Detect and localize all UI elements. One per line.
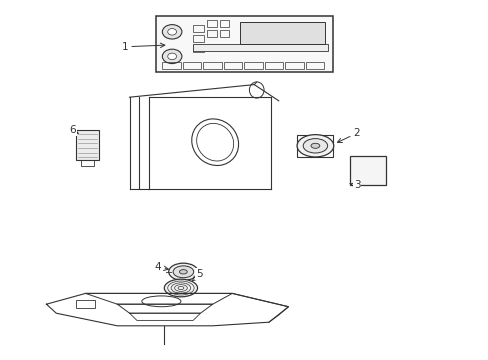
- Bar: [206, 20, 216, 27]
- Bar: [203, 62, 222, 69]
- Text: 6: 6: [69, 125, 78, 135]
- Bar: [305, 62, 324, 69]
- Bar: [224, 62, 242, 69]
- Text: 5: 5: [192, 269, 203, 281]
- Bar: [285, 62, 303, 69]
- Bar: [193, 44, 327, 51]
- Bar: [219, 30, 229, 37]
- Bar: [162, 62, 181, 69]
- Text: 2: 2: [337, 128, 360, 143]
- Ellipse shape: [303, 139, 327, 153]
- Bar: [193, 24, 203, 32]
- Circle shape: [167, 53, 176, 60]
- Bar: [76, 130, 99, 160]
- Bar: [76, 300, 95, 308]
- Bar: [349, 156, 386, 185]
- Ellipse shape: [310, 143, 319, 148]
- Ellipse shape: [297, 135, 333, 157]
- Bar: [244, 62, 262, 69]
- Ellipse shape: [168, 263, 198, 280]
- Circle shape: [162, 49, 182, 64]
- Ellipse shape: [164, 279, 197, 297]
- Bar: [206, 30, 216, 37]
- Bar: [239, 22, 325, 44]
- Bar: [81, 160, 94, 166]
- Text: 3: 3: [349, 180, 360, 190]
- Bar: [183, 62, 201, 69]
- Bar: [296, 135, 333, 157]
- Text: 1: 1: [121, 42, 164, 52]
- Bar: [193, 35, 203, 42]
- Bar: [193, 45, 203, 52]
- Bar: [156, 16, 332, 72]
- Ellipse shape: [179, 270, 187, 274]
- Bar: [219, 20, 229, 27]
- Ellipse shape: [173, 266, 193, 278]
- Bar: [264, 62, 283, 69]
- Circle shape: [167, 28, 176, 35]
- Circle shape: [162, 24, 182, 39]
- Text: 4: 4: [154, 262, 168, 272]
